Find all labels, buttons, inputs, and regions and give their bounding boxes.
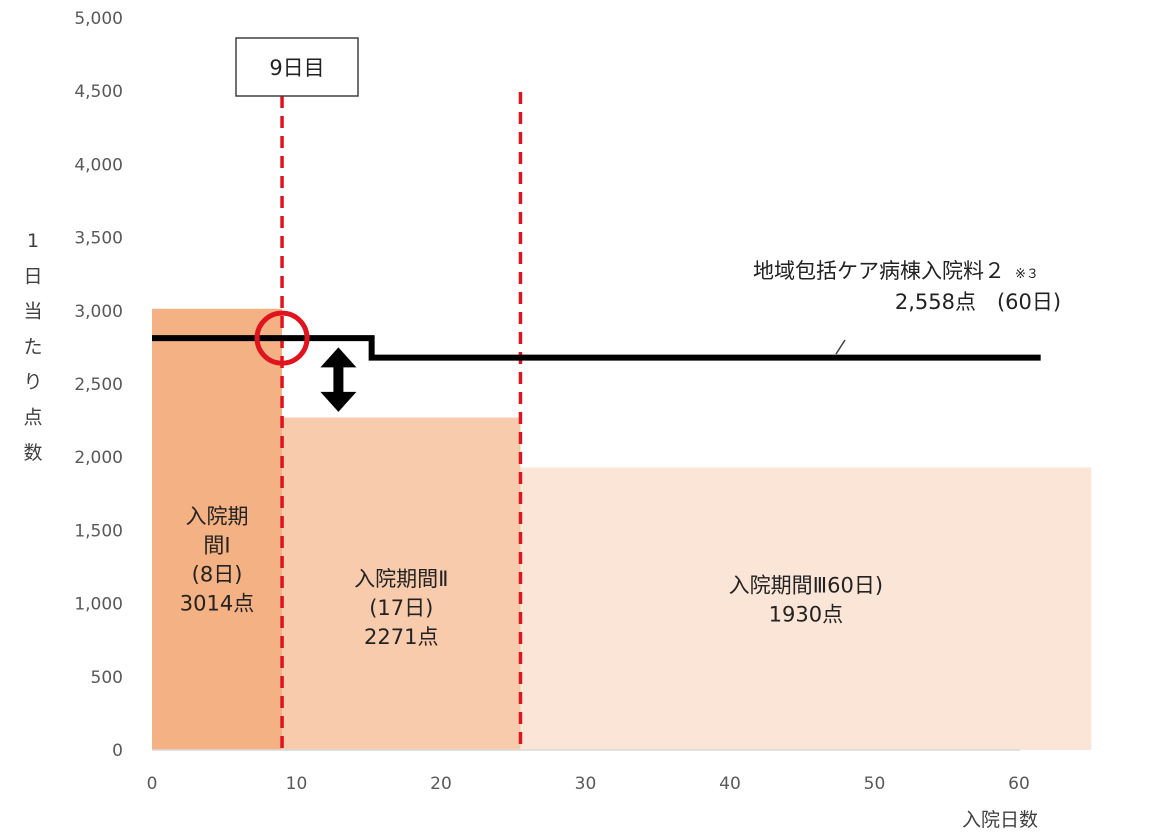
marker-label-box xyxy=(235,37,359,97)
annotation-leader-line xyxy=(835,339,846,355)
y-tick-label: 1,500 xyxy=(74,521,123,541)
y-axis-label-char-7: 数 xyxy=(23,442,42,464)
segment-label-2-line-2: (17日) xyxy=(369,596,433,620)
segment-label-1-line-4: 3014点 xyxy=(180,592,254,616)
y-tick-label: 2,000 xyxy=(74,448,123,468)
y-tick-label: 3,500 xyxy=(74,229,123,249)
y-axis-label-char-6: 点 xyxy=(23,407,42,429)
arrow-head-down xyxy=(320,391,357,412)
y-tick-label: 500 xyxy=(91,668,123,688)
segment-bar-1 xyxy=(152,308,283,750)
x-tick-label: 10 xyxy=(286,774,308,794)
series-annotation-note: ※３ xyxy=(1015,267,1039,282)
x-tick-label: 20 xyxy=(430,774,452,794)
y-tick-label: 0 xyxy=(112,741,123,761)
y-tick-label: 3,000 xyxy=(74,302,123,322)
segment-bar-3 xyxy=(520,467,1092,750)
y-axis-label-char-3: 当 xyxy=(23,301,42,323)
y-axis-label-char-1: 1 xyxy=(27,230,39,252)
y-axis-label-char-5: り xyxy=(23,371,42,393)
y-tick-label: 4,500 xyxy=(74,82,123,102)
highlight-circle xyxy=(254,310,310,366)
segment-label-1-line-1: 入院期 xyxy=(186,505,249,529)
segment-bar-2 xyxy=(282,417,521,750)
segment-label-1-line-3: (8日) xyxy=(192,563,243,587)
y-axis-label-char-2: 日 xyxy=(23,265,42,287)
marker-label: 9日目 xyxy=(269,56,324,80)
series-annotation-line-1: 地域包括ケア病棟入院料２ xyxy=(753,259,1005,283)
series-annotation-line-2: 2,558点 (60日) xyxy=(895,290,1061,314)
x-tick-label: 50 xyxy=(864,774,886,794)
y-tick-label: 5,000 xyxy=(74,9,123,29)
segment-label-1-line-2: 間Ⅰ xyxy=(203,534,230,558)
series-line xyxy=(152,335,1041,361)
y-tick-label: 4,000 xyxy=(74,155,123,175)
arrow-shaft xyxy=(333,363,344,396)
y-tick-label: 1,000 xyxy=(74,595,123,615)
x-axis-label: 入院日数 xyxy=(962,809,1038,831)
segment-label-2-line-3: 2271点 xyxy=(364,625,438,649)
segment-label-3-line-1: 入院期間Ⅲ60日) xyxy=(729,574,883,598)
x-tick-label: 30 xyxy=(575,774,597,794)
arrow-head-up xyxy=(320,347,357,368)
x-tick-label: 40 xyxy=(719,774,741,794)
x-tick-label: 0 xyxy=(147,774,158,794)
y-axis-label-char-4: た xyxy=(23,336,42,358)
x-tick-label: 60 xyxy=(1008,774,1030,794)
y-tick-label: 2,500 xyxy=(74,375,123,395)
segment-label-2-line-1: 入院期間Ⅱ xyxy=(354,567,448,591)
segment-label-3-line-2: 1930点 xyxy=(769,603,843,627)
